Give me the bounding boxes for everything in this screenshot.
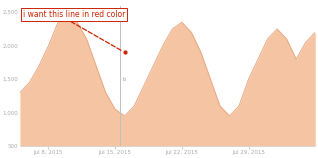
Text: i want this line in red color: i want this line in red color [23,10,125,19]
Text: b: b [123,77,126,82]
Legend:  [308,1,311,4]
